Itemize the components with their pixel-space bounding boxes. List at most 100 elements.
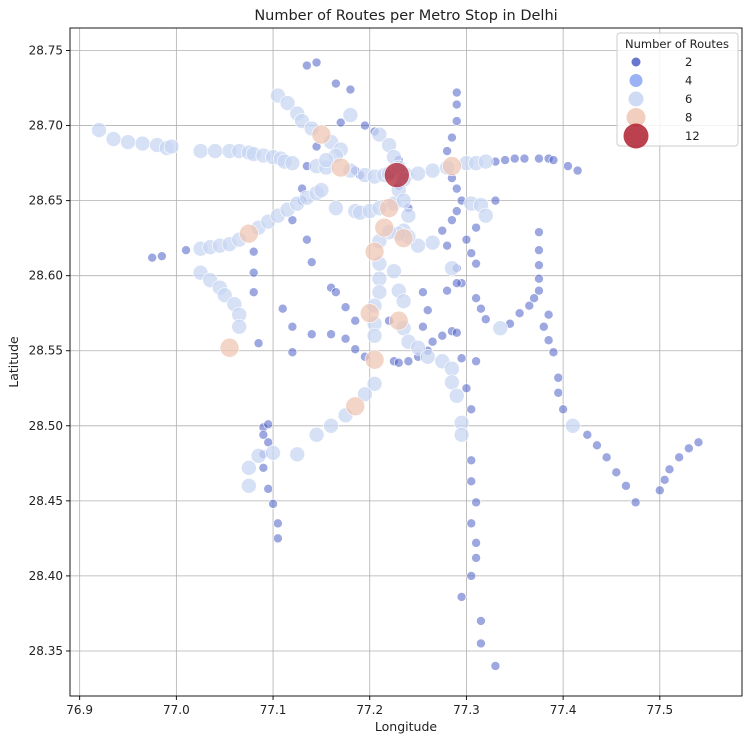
metro-stop-point [548, 155, 559, 165]
metro-stop-point [476, 616, 486, 626]
metro-stop-point [553, 387, 564, 398]
y-tick-label: 28.55 [29, 344, 63, 358]
y-tick-label: 28.75 [29, 44, 63, 58]
metro-stop-point [284, 155, 301, 171]
metro-stop-point [447, 132, 457, 143]
metro-stop-point [466, 248, 477, 258]
metro-stop-point [514, 308, 525, 319]
x-tick-label: 77.3 [453, 703, 480, 717]
x-tick-labels: 76.9 77.0 77.1 77.2 77.3 77.4 77.5 [66, 703, 673, 717]
metro-stop-point [451, 183, 462, 194]
metro-stop-point [340, 333, 351, 344]
metro-stop-point [471, 538, 481, 548]
metro-stop-point [453, 427, 470, 443]
metro-stop-point [444, 374, 460, 391]
metro-stop-point [422, 305, 433, 316]
metro-stop-point [466, 518, 477, 529]
metro-stop-point [147, 252, 157, 263]
y-tick-label: 28.70 [29, 119, 63, 133]
metro-stop-point [442, 240, 452, 251]
metro-stop-point [371, 270, 388, 287]
metro-stop-point [466, 404, 477, 415]
metro-stop-point [466, 476, 477, 487]
metro-stop-point [157, 251, 167, 261]
metro-stop-point [437, 225, 448, 236]
metro-stop-point [524, 300, 535, 311]
x-tick-label: 77.5 [646, 703, 673, 717]
legend-label: 12 [685, 129, 700, 143]
metro-stop-point [490, 195, 501, 206]
metro-stop-point [471, 258, 481, 269]
metro-stop-point [427, 336, 438, 347]
metro-stop-point [219, 337, 240, 358]
metro-stop-point [456, 592, 467, 602]
metro-stop-point [477, 207, 494, 224]
metro-stop-point [534, 260, 544, 270]
metro-stop-point [548, 347, 559, 358]
metro-stop-point [331, 78, 341, 89]
legend-label: 4 [685, 74, 692, 88]
metro-stop-point [273, 518, 283, 529]
legend-box [616, 32, 739, 147]
metro-stop-point [543, 335, 554, 346]
metro-stop-point [693, 437, 704, 448]
metro-stop-point [360, 120, 370, 131]
metro-stop-point [328, 200, 344, 216]
metro-stop-point [379, 198, 399, 218]
metro-stop-point [451, 278, 462, 288]
metro-stop-point [318, 152, 335, 168]
x-tick-label: 77.4 [550, 703, 577, 717]
x-tick-label: 77.2 [356, 703, 383, 717]
metro-stop-point [400, 207, 417, 224]
metro-stop-point [366, 327, 383, 344]
metro-stop-point [253, 338, 264, 349]
metro-stop-point [451, 327, 462, 338]
metro-stop-point [519, 153, 530, 164]
metro-stop-point [289, 446, 306, 463]
metro-stop-point [410, 165, 426, 182]
metro-stop-point [350, 315, 361, 326]
metro-stop-point [444, 260, 460, 276]
metro-stop-point [534, 245, 544, 255]
metro-stop-point [265, 445, 281, 461]
metro-stop-point [621, 481, 631, 491]
metro-stop-point [248, 287, 259, 297]
legend-label: 8 [685, 111, 692, 125]
metro-stop-point [342, 107, 359, 123]
chart-title: Number of Routes per Metro Stop in Delhi [254, 8, 557, 24]
plot-frame [69, 27, 743, 697]
metro-stop-point [529, 293, 539, 304]
metro-stop-point [444, 360, 460, 377]
metro-stop-point [563, 161, 573, 171]
metro-stop-point [311, 57, 322, 68]
metro-stop-point [447, 215, 457, 225]
metro-stop-point [323, 417, 339, 434]
metro-stop-point [674, 452, 684, 463]
metro-stop-point [476, 303, 486, 314]
metro-stop-point [451, 206, 462, 216]
metro-stop-point [279, 95, 296, 111]
metro-stop-point [181, 245, 191, 255]
legend-items: 2 4 6 8 12 [623, 55, 700, 149]
legend-marker [631, 57, 641, 67]
legend-title: Number of Routes [625, 37, 729, 51]
metro-stop-point [592, 440, 602, 451]
metro-stop-point [437, 330, 448, 341]
metro-stop-point [572, 165, 583, 176]
metro-stop-point [371, 126, 388, 143]
metro-stop-point [442, 285, 452, 296]
legend-marker [629, 74, 643, 87]
metro-stop-point [456, 353, 467, 364]
metro-stop-point [534, 273, 544, 284]
metro-stop-point [331, 287, 341, 297]
y-tick-label: 28.50 [29, 419, 63, 433]
metro-stop-point [424, 162, 441, 179]
metro-stop-point [471, 222, 481, 233]
metro-stop-point [306, 257, 317, 267]
metro-stop-point [311, 124, 332, 145]
y-tick-label: 28.35 [29, 644, 63, 658]
x-tick-label: 77.1 [260, 703, 287, 717]
metro-stop-point [509, 153, 520, 164]
y-tick-label: 28.65 [29, 194, 63, 208]
metro-stop-point [659, 475, 670, 485]
